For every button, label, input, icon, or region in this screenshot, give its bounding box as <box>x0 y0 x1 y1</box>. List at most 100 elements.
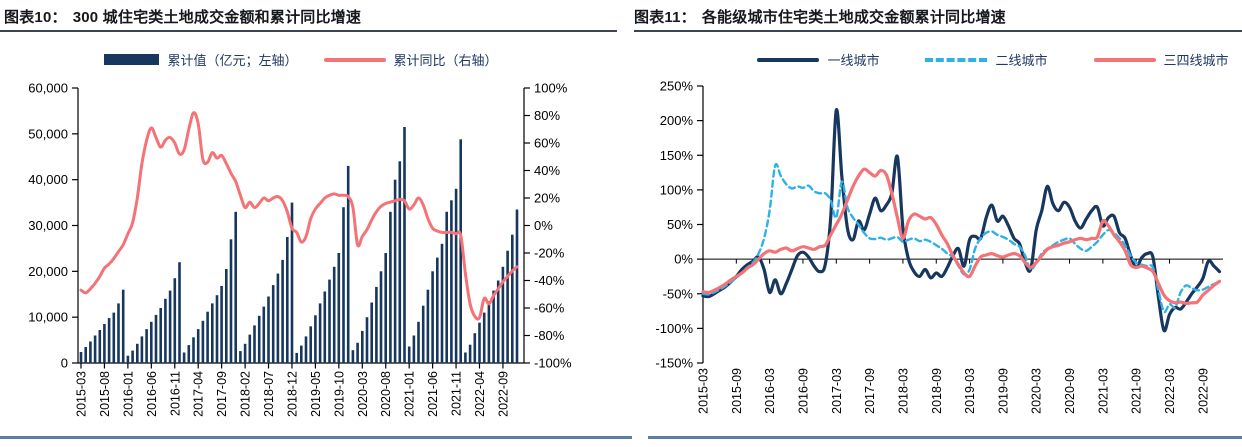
left-axis-tick-label: 0 <box>61 356 68 371</box>
left-axis-tick-label: 50,000 <box>28 126 68 141</box>
bar <box>182 352 186 363</box>
bar <box>431 271 434 363</box>
legend-label: 累计同比（右轴） <box>393 53 498 68</box>
figure-11-legend: 一线城市 二线城市 三四线城市 <box>743 50 1242 69</box>
x-tick-label: 2015-08 <box>98 371 112 417</box>
bar <box>281 259 284 363</box>
bar <box>515 209 519 363</box>
bar <box>262 306 266 363</box>
bar <box>201 320 205 363</box>
right-axis-tick-label: -40% <box>534 273 565 288</box>
bar <box>464 352 467 363</box>
bar <box>337 253 341 363</box>
y-axis-tick-label: 250% <box>660 79 694 94</box>
bar <box>271 285 275 363</box>
figure-10-number: 图表10： <box>4 9 67 26</box>
figure-10-legend: 累计值（亿元；左轴） 累计同比（右轴） <box>78 50 524 69</box>
figure-11-chart: 250% 200% 150% 100% 50% 0% -50% -100% -150% 2015-… <box>655 79 1223 414</box>
y-axis-tick-label: 0% <box>674 252 693 267</box>
legend-item-tier34: 三四线城市 <box>1093 50 1229 69</box>
x-tick-label: 2016-03 <box>763 368 777 414</box>
y-axis-tick-label: 50% <box>667 217 693 232</box>
bar <box>98 330 102 363</box>
bar <box>506 250 509 363</box>
x-tick-label: 2019-03 <box>963 368 977 414</box>
bar <box>215 295 219 363</box>
right-axis-tick-label: 20% <box>534 191 560 206</box>
bar <box>342 207 345 363</box>
bar <box>473 333 477 363</box>
bar <box>440 243 444 363</box>
x-tick-label: 2021-09 <box>1130 368 1144 414</box>
x-tick-label: 2017-03 <box>830 368 844 414</box>
axes <box>697 85 1223 364</box>
tier34-line <box>701 167 1222 306</box>
x-tick-label: 2019-09 <box>996 368 1010 414</box>
bar <box>159 308 162 363</box>
bar <box>178 262 181 363</box>
bar <box>192 337 195 363</box>
bar <box>286 237 289 363</box>
x-tick-label: 2016-01 <box>121 371 135 417</box>
bar <box>365 317 369 363</box>
bar <box>375 286 378 363</box>
right-axis-tick-label: -80% <box>534 328 565 343</box>
bar <box>482 312 486 363</box>
legend-item-tier1: 一线城市 <box>757 50 879 69</box>
bar <box>206 311 209 363</box>
legend-label: 累计值（亿元；左轴） <box>167 53 298 68</box>
bar <box>140 336 144 363</box>
bar <box>445 211 448 364</box>
right-axis-tick-label: 0% <box>534 218 553 233</box>
cumulative-yoy-line <box>79 111 519 321</box>
bar <box>417 321 420 364</box>
x-tick-label: 2021-03 <box>1096 368 1110 414</box>
x-tick-label: 2018-03 <box>896 368 910 414</box>
bar <box>501 266 505 364</box>
y-axis-tick-label: 150% <box>660 148 694 163</box>
figure-10-title-text: 300 城住宅类土地成交金额和累计同比增速 <box>72 9 362 26</box>
bar <box>117 303 120 363</box>
bar <box>398 161 402 363</box>
bar <box>407 346 411 363</box>
bar <box>168 290 172 363</box>
line-swatch-icon <box>1093 57 1156 62</box>
x-tick-label: 2016-11 <box>168 371 182 416</box>
bar <box>253 325 256 363</box>
x-tick-label: 2015-03 <box>75 371 89 417</box>
bar <box>187 345 191 363</box>
x-tick-label: 2020-09 <box>1063 368 1077 414</box>
bar <box>496 280 500 363</box>
x-tick-label: 2020-08 <box>379 371 393 417</box>
bar <box>239 351 242 363</box>
bar <box>426 289 430 363</box>
bar <box>220 286 223 363</box>
y-axis-tick-label: 200% <box>660 113 694 128</box>
bar <box>248 334 252 363</box>
bar <box>300 345 303 363</box>
bar <box>487 301 491 363</box>
bar <box>356 342 359 363</box>
bar <box>150 321 153 364</box>
bar <box>93 335 97 363</box>
bar <box>309 326 312 363</box>
x-tick-label: 2017-09 <box>215 371 229 417</box>
x-tick-label: 2021-01 <box>403 371 417 417</box>
right-axis-tick-label: 40% <box>534 163 560 178</box>
bar <box>79 352 83 363</box>
right-axis-tick-label: -60% <box>534 301 565 316</box>
bar <box>323 291 327 363</box>
x-tick-label: 2016-09 <box>796 368 810 414</box>
bar <box>89 341 92 363</box>
y-axis-tick-label: -50% <box>663 286 694 301</box>
bar <box>304 336 308 363</box>
figure-10-bottom-rule <box>0 436 632 439</box>
bar <box>234 211 237 364</box>
x-tick-label: 2016-06 <box>145 371 159 417</box>
y-axis-tick-label: 100% <box>660 182 694 197</box>
left-axis-tick-label: 60,000 <box>28 81 68 96</box>
x-tick-label: 2021-11 <box>450 371 464 416</box>
x-tick-label: 2020-03 <box>1030 368 1044 414</box>
bar <box>478 322 481 363</box>
